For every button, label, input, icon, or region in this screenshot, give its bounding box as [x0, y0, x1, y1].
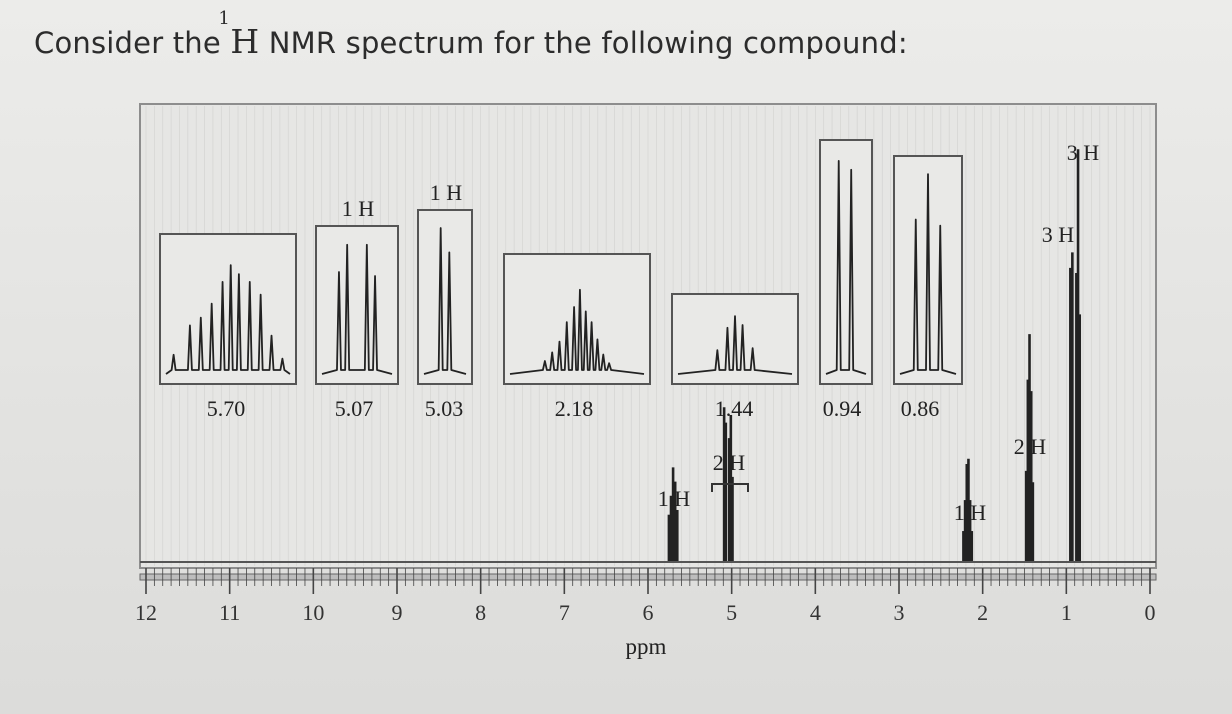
integration-label: 2 H [713, 450, 746, 475]
peak-5-05 [722, 407, 734, 562]
inset-box [417, 209, 473, 385]
integration-bracket [711, 483, 749, 492]
inset-5-03: 5.03 1 H [417, 180, 473, 421]
inset-shift-label: 2.18 [555, 396, 594, 421]
peak-0-86 [1075, 149, 1082, 562]
tick-label: 5 [726, 600, 737, 625]
question-prefix: Consider the [34, 26, 221, 60]
tick-label: 8 [475, 600, 486, 625]
integration-label: 1 H [954, 500, 987, 525]
inset-box [503, 253, 651, 385]
question-suffix: NMR spectrum for the following compound: [268, 26, 908, 60]
tick-label: 2 [977, 600, 988, 625]
inset-1-44: 1.44 [671, 293, 799, 421]
peak-1-44 [1024, 334, 1035, 562]
x-axis-title: ppm [626, 634, 667, 659]
x-axis-ticks [145, 568, 1151, 594]
x-axis-tick-labels: 12 11 10 9 8 7 6 5 4 3 2 1 0 [135, 600, 1156, 625]
inset-shift-label: 0.86 [901, 396, 940, 421]
integration-label: 3 H [1067, 140, 1100, 165]
inset-trace [825, 159, 867, 375]
spectrum-peaks [667, 149, 1082, 562]
inset-trace [899, 173, 957, 375]
tick-label: 7 [559, 600, 570, 625]
tick-label: 11 [219, 600, 240, 625]
peak-5-7 [667, 467, 679, 562]
inset-trace [509, 288, 645, 375]
inset-5-70: 5.70 [159, 233, 297, 421]
tick-label: 4 [810, 600, 821, 625]
inset-box [819, 139, 873, 385]
peak-0-94 [1069, 252, 1074, 562]
inset-trace [423, 227, 467, 375]
peak-2-18 [962, 458, 974, 562]
integration-labels: 1 H 2 H 1 H 2 H 3 H 3 H [658, 140, 1100, 525]
inset-box [315, 225, 399, 385]
expansion-insets: 5.70 5.07 1 H 5.03 1 H 2.18 1.44 0.94 0.86 [159, 139, 963, 421]
tick-label: 3 [894, 600, 905, 625]
inset-0-86: 0.86 [893, 155, 963, 421]
inset-shift-label: 0.94 [823, 396, 862, 421]
tick-label: 12 [135, 600, 157, 625]
inset-shift-label: 5.70 [207, 396, 246, 421]
nucleus-letter: H [230, 22, 260, 61]
mass-number: 1 [218, 8, 230, 29]
tick-label: 10 [302, 600, 324, 625]
inset-shift-label: 5.07 [335, 396, 374, 421]
inset-trace [321, 243, 393, 375]
inset-trace [165, 264, 291, 375]
inset-0-94: 0.94 [819, 139, 873, 421]
inset-2-18: 2.18 [503, 253, 651, 421]
inset-trace [677, 315, 793, 375]
inset-integration-label: 1 H [430, 180, 463, 205]
tick-label: 0 [1145, 600, 1156, 625]
integration-label: 2 H [1014, 434, 1047, 459]
tick-label: 1 [1061, 600, 1072, 625]
inset-shift-label: 1.44 [715, 396, 754, 421]
tick-label: 6 [643, 600, 654, 625]
integration-label: 3 H [1042, 222, 1075, 247]
inset-shift-label: 5.03 [425, 396, 464, 421]
tick-label: 9 [392, 600, 403, 625]
integration-label: 1 H [658, 486, 691, 511]
inset-5-07: 5.07 1 H [315, 196, 399, 421]
inset-integration-label: 1 H [342, 196, 375, 221]
